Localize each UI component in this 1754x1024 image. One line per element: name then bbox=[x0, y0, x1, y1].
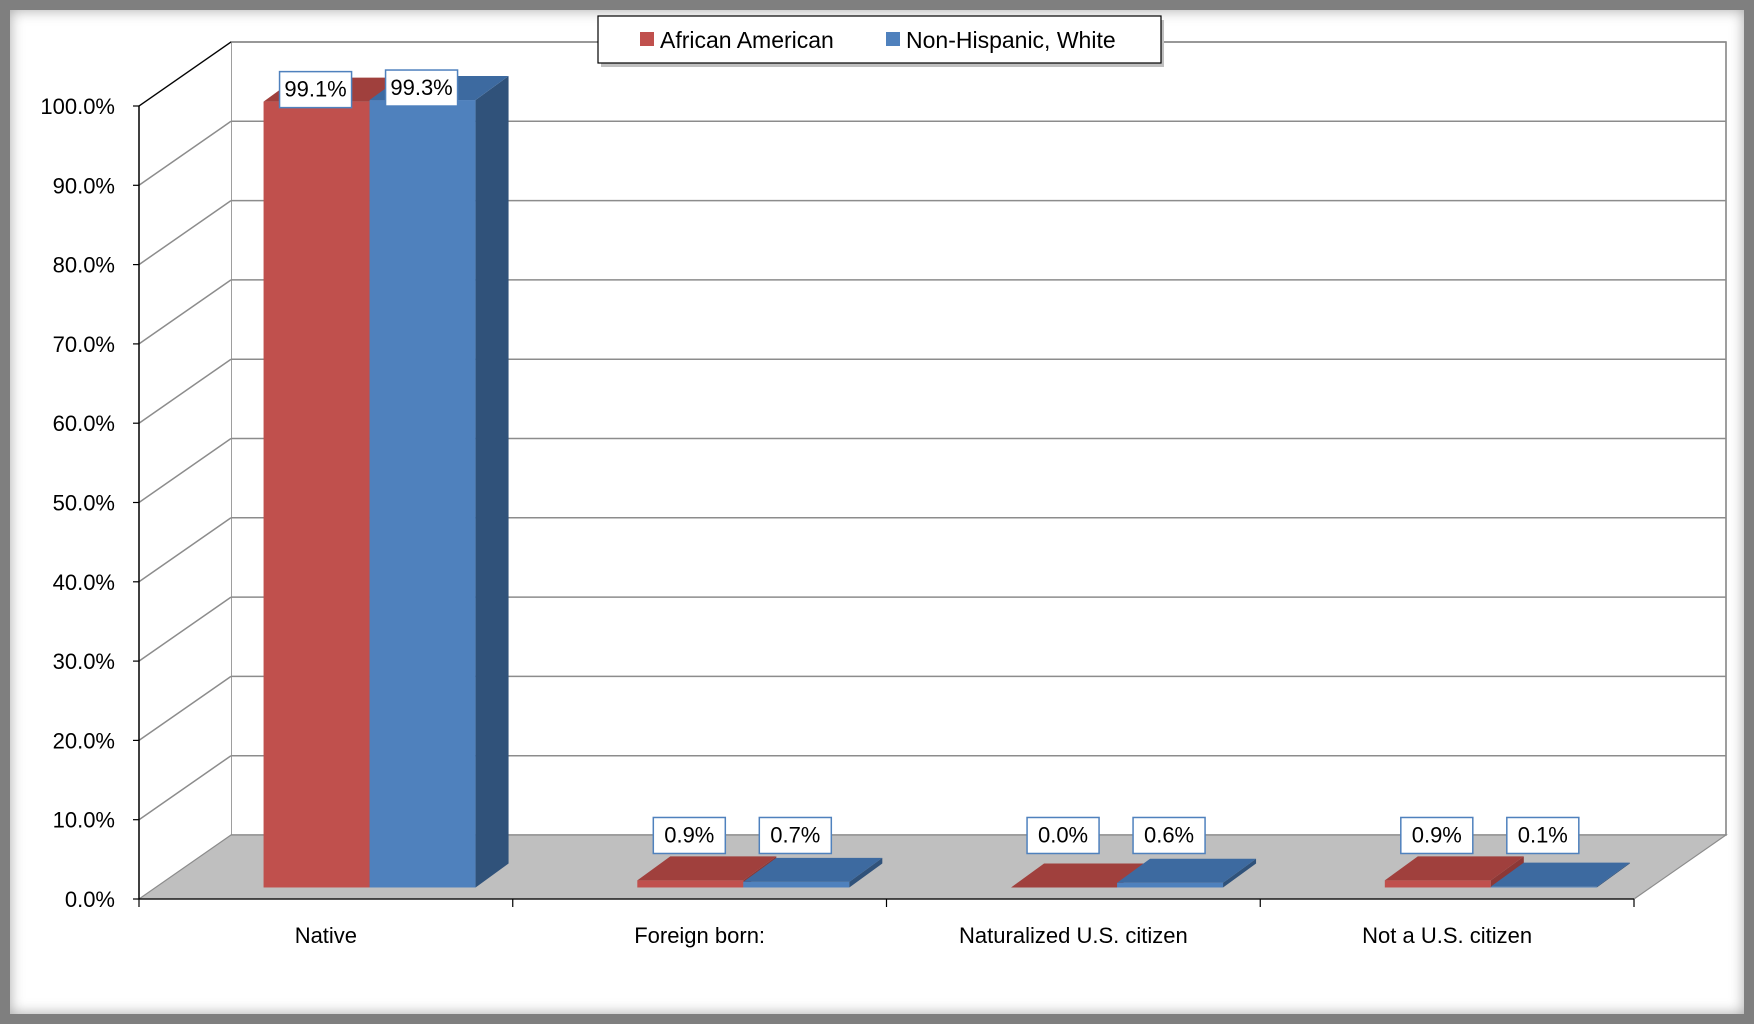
data-label: 0.1% bbox=[1506, 816, 1580, 855]
x-axis: Native Foreign born: Naturalized U.S. citi… bbox=[138, 898, 1635, 948]
x-tick-label: Foreign born: bbox=[634, 923, 765, 948]
bar-side bbox=[1223, 858, 1257, 888]
x-tick-label: Not a U.S. citizen bbox=[1362, 923, 1532, 948]
x-tick-label: Native bbox=[295, 923, 357, 948]
y-tick-label: 0.0% bbox=[65, 887, 115, 912]
x-tick-label: Naturalized U.S. citizen bbox=[959, 923, 1188, 948]
legend-label: African American bbox=[660, 27, 834, 53]
bar-front bbox=[263, 101, 370, 888]
data-label-box bbox=[384, 69, 459, 107]
data-label-text: 0.7% bbox=[770, 822, 820, 847]
bar-front bbox=[1490, 886, 1597, 888]
y-tick-label: 50.0% bbox=[53, 491, 115, 516]
bar-side bbox=[849, 857, 883, 888]
data-label: 0.0% bbox=[1026, 816, 1100, 855]
data-label-box bbox=[1400, 816, 1474, 855]
bar-front bbox=[1384, 880, 1491, 888]
bar-front bbox=[1117, 882, 1224, 888]
gridline-side bbox=[138, 755, 232, 821]
data-label-text: 0.9% bbox=[664, 822, 714, 847]
data-label-box bbox=[1506, 816, 1580, 855]
bar-top bbox=[1490, 862, 1630, 887]
data-label-box bbox=[1026, 816, 1100, 855]
bar-side bbox=[1490, 856, 1524, 888]
data-label-text: 0.6% bbox=[1144, 822, 1194, 847]
data-label: 99.3% bbox=[384, 69, 459, 107]
bar-side bbox=[1596, 862, 1630, 888]
y-axis: 0.0% 10.0% 20.0% 30.0% 40.0% 50.0% 60.0% 70.0% 8… bbox=[40, 41, 232, 912]
bar-front bbox=[743, 881, 850, 888]
y-tick-label: 100.0% bbox=[40, 94, 115, 119]
legend: African American Non-Hispanic, White bbox=[597, 15, 1164, 67]
gridline-side bbox=[138, 675, 232, 742]
bar-front bbox=[637, 880, 744, 888]
data-label-text: 99.1% bbox=[284, 77, 346, 102]
bar bbox=[1011, 863, 1151, 888]
data-label: 0.9% bbox=[652, 816, 727, 855]
legend-label: Non-Hispanic, White bbox=[906, 27, 1116, 53]
data-label-text: 0.1% bbox=[1518, 822, 1568, 847]
data-label-text: 0.9% bbox=[1412, 822, 1462, 847]
bar bbox=[369, 76, 509, 888]
data-label-box bbox=[1132, 816, 1206, 855]
gridline-side bbox=[138, 279, 232, 345]
bar-top bbox=[1117, 858, 1257, 883]
bar-top bbox=[743, 857, 883, 882]
data-label: 0.7% bbox=[758, 816, 833, 855]
y-axis-top-edge bbox=[138, 41, 232, 107]
data-label-box bbox=[758, 816, 833, 855]
data-label: 0.9% bbox=[1400, 816, 1474, 855]
bar bbox=[743, 857, 883, 888]
gridline-side bbox=[138, 199, 232, 266]
y-tick-label: 80.0% bbox=[53, 253, 115, 278]
bar bbox=[1384, 856, 1524, 888]
y-tick-label: 70.0% bbox=[53, 332, 115, 357]
y-tick-label: 20.0% bbox=[53, 728, 115, 753]
bar bbox=[1117, 858, 1257, 888]
bar-front bbox=[369, 100, 476, 888]
gridline-side bbox=[138, 596, 232, 662]
bar-side bbox=[475, 76, 509, 888]
data-label-box bbox=[278, 70, 353, 109]
data-label-text: 99.3% bbox=[390, 75, 452, 100]
bar-top bbox=[1384, 856, 1524, 881]
gridline-side bbox=[138, 437, 232, 504]
gridline-side bbox=[138, 358, 232, 424]
y-tick-label: 10.0% bbox=[53, 808, 115, 833]
legend-box bbox=[597, 15, 1162, 64]
data-label-text: 0.0% bbox=[1038, 822, 1088, 847]
y-tick-label: 90.0% bbox=[53, 173, 115, 198]
bar-top bbox=[637, 856, 777, 881]
data-labels: 99.1% 99.3% 0.9% 0.7% 0.0% 0.6% 0.9% 0.1% bbox=[278, 69, 1580, 855]
bar bbox=[1490, 862, 1630, 888]
data-label-box bbox=[652, 816, 727, 855]
legend-swatch bbox=[886, 32, 900, 46]
gridline-side bbox=[138, 120, 232, 186]
y-tick-label: 30.0% bbox=[53, 649, 115, 674]
legend-swatch bbox=[640, 32, 654, 46]
gridline-side bbox=[138, 517, 232, 583]
bars bbox=[263, 76, 1630, 888]
y-tick-label: 60.0% bbox=[53, 411, 115, 436]
data-label: 0.6% bbox=[1132, 816, 1206, 855]
data-label: 99.1% bbox=[278, 70, 353, 109]
y-tick-label: 40.0% bbox=[53, 570, 115, 595]
bar-top bbox=[1011, 863, 1151, 888]
